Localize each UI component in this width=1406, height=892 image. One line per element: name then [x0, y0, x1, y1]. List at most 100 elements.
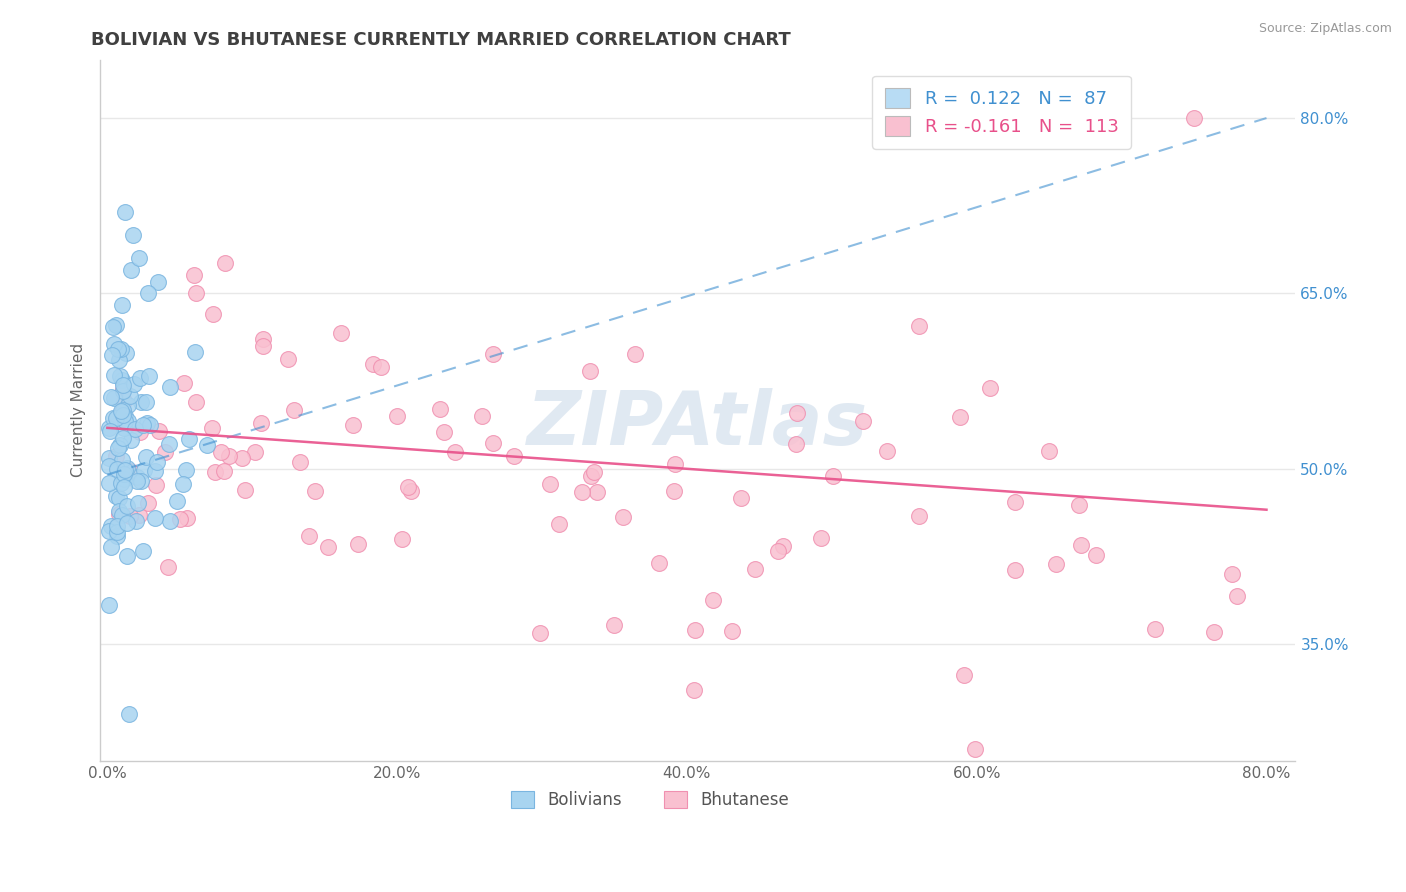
Point — [538, 477, 561, 491]
Point — [252, 332, 274, 346]
Point — [111, 298, 134, 312]
Point — [112, 467, 135, 482]
Point — [138, 495, 160, 509]
Point — [139, 418, 162, 433]
Point — [277, 351, 299, 366]
Point — [107, 441, 129, 455]
Point — [283, 403, 305, 417]
Point — [105, 318, 128, 333]
Point — [908, 509, 931, 524]
Point — [184, 344, 207, 359]
Point — [201, 307, 224, 321]
Point — [108, 353, 131, 368]
Point — [107, 504, 129, 518]
Point — [1069, 498, 1091, 512]
Text: Source: ZipAtlas.com: Source: ZipAtlas.com — [1258, 22, 1392, 36]
Point — [766, 543, 789, 558]
Point — [250, 416, 273, 430]
Point — [98, 451, 121, 466]
Point — [1226, 590, 1249, 604]
Point — [107, 507, 129, 521]
Text: BOLIVIAN VS BHUTANESE CURRENTLY MARRIED CORRELATION CHART: BOLIVIAN VS BHUTANESE CURRENTLY MARRIED … — [91, 31, 792, 49]
Point — [204, 465, 226, 479]
Point — [571, 484, 593, 499]
Point — [131, 544, 153, 558]
Point — [786, 406, 808, 420]
Point — [111, 431, 134, 445]
Point — [212, 464, 235, 478]
Point — [157, 560, 180, 574]
Point — [108, 368, 131, 383]
Point — [115, 499, 138, 513]
Point — [120, 433, 142, 447]
Point — [852, 414, 875, 428]
Point — [172, 477, 194, 491]
Point — [218, 449, 240, 463]
Point — [107, 342, 129, 356]
Point — [579, 469, 602, 483]
Point — [1204, 624, 1226, 639]
Point — [110, 476, 132, 491]
Point — [1220, 566, 1243, 581]
Point — [132, 463, 155, 477]
Point — [785, 436, 807, 450]
Point — [177, 432, 200, 446]
Point — [146, 275, 169, 289]
Point — [145, 510, 167, 524]
Point — [128, 252, 150, 266]
Point — [97, 598, 120, 612]
Point — [662, 484, 685, 499]
Point — [1182, 111, 1205, 125]
Point — [112, 394, 135, 409]
Point — [120, 509, 142, 524]
Point — [174, 463, 197, 477]
Point — [195, 438, 218, 452]
Point — [876, 444, 898, 458]
Point — [586, 485, 609, 500]
Point — [122, 376, 145, 391]
Point — [129, 474, 152, 488]
Point — [173, 376, 195, 391]
Point — [112, 421, 135, 435]
Point — [136, 286, 159, 301]
Text: ZIPAtlas: ZIPAtlas — [527, 388, 869, 461]
Point — [370, 359, 392, 374]
Point — [810, 531, 832, 545]
Point — [290, 455, 312, 469]
Point — [155, 445, 177, 459]
Point — [579, 364, 602, 378]
Point — [252, 339, 274, 353]
Point — [112, 378, 135, 392]
Point — [443, 444, 465, 458]
Point — [730, 491, 752, 506]
Point — [115, 516, 138, 530]
Point — [97, 458, 120, 473]
Point — [316, 540, 339, 554]
Point — [965, 742, 987, 756]
Point — [101, 348, 124, 362]
Point — [1143, 622, 1166, 636]
Point — [100, 390, 122, 404]
Point — [298, 529, 321, 543]
Point — [104, 410, 127, 425]
Point — [183, 268, 205, 282]
Point — [110, 342, 132, 356]
Point — [145, 455, 167, 469]
Point — [391, 533, 413, 547]
Point — [159, 514, 181, 528]
Point — [529, 625, 551, 640]
Point — [159, 380, 181, 394]
Point — [103, 411, 125, 425]
Point — [111, 453, 134, 467]
Point — [952, 668, 974, 682]
Point — [112, 382, 135, 396]
Point — [184, 394, 207, 409]
Point — [114, 409, 136, 424]
Point — [118, 707, 141, 722]
Point — [772, 539, 794, 553]
Point — [1085, 549, 1108, 563]
Point — [105, 524, 128, 539]
Point — [721, 624, 744, 638]
Point — [114, 463, 136, 477]
Point — [105, 519, 128, 533]
